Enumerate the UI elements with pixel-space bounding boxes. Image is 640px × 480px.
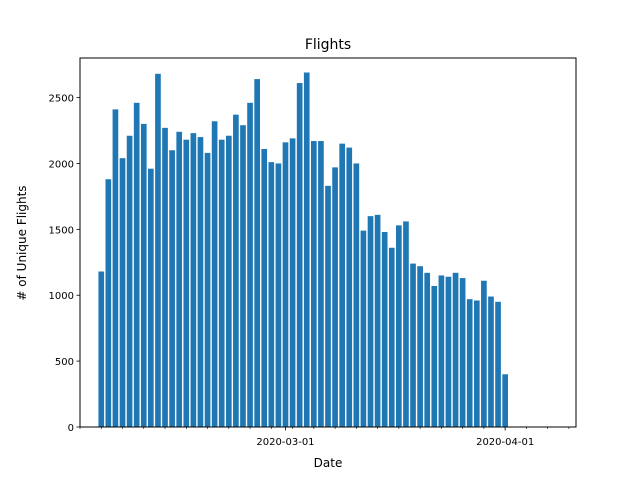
bar (459, 278, 466, 427)
y-tick-label: 1000 (49, 291, 74, 302)
bar (162, 127, 168, 427)
x-tick-label: 2020-04-01 (476, 437, 534, 448)
y-tick-label: 0 (68, 423, 74, 434)
bar (481, 280, 487, 427)
y-tick-label: 2000 (49, 159, 74, 170)
bar (233, 114, 239, 428)
bar (190, 133, 197, 427)
bar (268, 162, 275, 428)
bar (218, 139, 225, 427)
bar (374, 214, 381, 427)
bar (339, 143, 346, 427)
bar (204, 152, 211, 427)
bar (98, 271, 105, 427)
bar (488, 296, 494, 427)
x-axis: 2020-03-01 2020-04-01 (79, 427, 570, 448)
y-tick-label: 500 (55, 357, 74, 368)
bar (183, 139, 190, 427)
bar (396, 225, 402, 427)
bar (325, 185, 331, 427)
bar (417, 266, 423, 427)
plot-frame (79, 57, 577, 428)
x-tick-label: 2020-03-01 (256, 437, 314, 448)
bar (169, 150, 175, 427)
bar (296, 83, 303, 427)
bar (403, 221, 409, 427)
bar (211, 121, 218, 427)
bar (303, 72, 310, 427)
bar (438, 275, 445, 427)
bar (381, 231, 388, 427)
y-axis-label: # of Unique Flights (15, 185, 29, 300)
y-axis: 0 500 1000 1500 2000 2500 (49, 94, 80, 434)
bar (431, 285, 438, 427)
bar (261, 148, 268, 427)
bar (148, 168, 154, 427)
x-axis-label: Date (314, 456, 343, 470)
bar (119, 158, 126, 427)
bar (240, 125, 246, 428)
bar (318, 141, 324, 427)
bar (502, 374, 508, 427)
bar (225, 135, 232, 427)
bar (247, 102, 253, 427)
bar (140, 123, 147, 427)
bar (275, 163, 282, 427)
bar (126, 135, 133, 427)
bar (282, 142, 289, 427)
bar (254, 79, 260, 427)
bar (289, 138, 296, 427)
bar (452, 272, 459, 427)
bar (310, 141, 317, 427)
bar (388, 247, 395, 427)
bar (133, 102, 140, 427)
bar (367, 216, 374, 427)
bar (466, 299, 473, 427)
bar (332, 167, 338, 427)
bar (112, 109, 119, 428)
bar (155, 73, 161, 427)
bar (473, 300, 480, 427)
bar (445, 276, 452, 427)
bar (105, 179, 112, 427)
bar (495, 301, 501, 427)
chart-title: Flights (305, 37, 351, 53)
bar (424, 272, 431, 427)
bar (176, 131, 183, 428)
y-tick-label: 1500 (49, 225, 74, 236)
bar (353, 163, 360, 427)
bar (346, 147, 353, 428)
bars-group (98, 72, 508, 428)
bar (197, 137, 204, 427)
y-tick-label: 2500 (49, 94, 74, 105)
bar (360, 230, 367, 427)
bar (410, 263, 416, 427)
